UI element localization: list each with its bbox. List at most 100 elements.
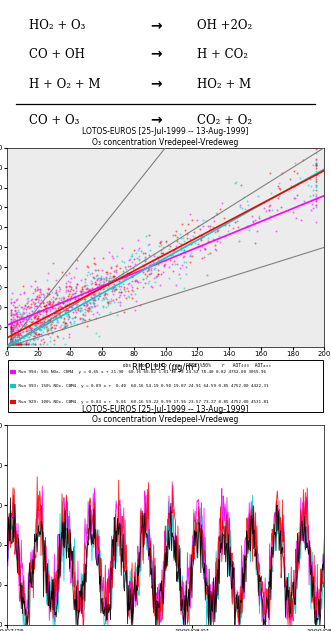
Point — [48, 309, 54, 319]
Point — [177, 229, 183, 239]
Point — [9, 339, 14, 349]
Point — [9, 339, 14, 349]
Point — [89, 278, 95, 288]
Point — [100, 276, 105, 286]
Point — [116, 292, 121, 302]
Text: →: → — [150, 77, 162, 91]
Point — [9, 336, 14, 346]
Point — [107, 247, 112, 257]
Point — [9, 339, 14, 349]
Point — [32, 339, 38, 349]
Point — [38, 318, 43, 328]
Point — [93, 312, 99, 322]
Point — [275, 193, 280, 203]
Point — [57, 312, 62, 322]
Point — [89, 302, 95, 312]
Point — [120, 266, 125, 276]
Point — [98, 274, 103, 284]
Point — [61, 296, 67, 306]
Point — [181, 257, 187, 267]
Point — [14, 339, 20, 349]
Point — [113, 284, 118, 294]
Point — [26, 321, 32, 331]
Point — [9, 319, 14, 329]
Point — [149, 256, 154, 266]
Point — [299, 215, 304, 225]
Point — [100, 284, 106, 294]
Point — [314, 200, 319, 210]
Point — [34, 307, 40, 317]
Point — [9, 322, 14, 332]
Point — [17, 326, 23, 336]
Point — [309, 181, 314, 191]
Point — [49, 302, 54, 312]
Point — [151, 249, 157, 259]
Point — [160, 247, 165, 257]
Point — [14, 294, 20, 304]
Point — [87, 289, 92, 299]
Point — [44, 297, 50, 307]
Point — [9, 339, 14, 349]
Point — [55, 307, 60, 317]
Point — [65, 300, 70, 310]
Point — [13, 339, 19, 349]
Point — [84, 290, 89, 300]
Point — [134, 254, 140, 264]
Point — [10, 324, 16, 334]
Point — [189, 215, 195, 225]
Point — [275, 205, 280, 215]
Point — [61, 322, 66, 332]
Point — [33, 321, 38, 331]
Point — [18, 325, 23, 335]
Point — [176, 269, 181, 280]
Point — [179, 243, 184, 253]
Point — [53, 298, 59, 309]
Point — [208, 223, 213, 233]
Point — [232, 218, 237, 228]
Point — [35, 297, 40, 307]
Point — [16, 339, 21, 349]
Point — [86, 286, 91, 296]
Point — [32, 276, 37, 286]
Point — [32, 298, 37, 309]
Point — [21, 307, 26, 317]
Point — [211, 215, 216, 225]
Point — [9, 339, 14, 349]
Point — [15, 326, 21, 336]
Point — [75, 305, 81, 315]
Point — [50, 302, 56, 312]
Point — [60, 298, 65, 308]
Point — [44, 326, 50, 336]
Point — [15, 329, 20, 339]
Point — [28, 339, 33, 349]
Point — [47, 315, 52, 325]
Point — [314, 154, 319, 164]
Point — [47, 316, 52, 326]
Point — [99, 295, 105, 305]
Point — [85, 270, 90, 280]
Point — [251, 216, 256, 226]
Point — [261, 203, 266, 213]
Point — [49, 328, 54, 338]
Point — [34, 281, 40, 292]
Point — [14, 315, 20, 325]
Point — [122, 283, 127, 293]
Point — [9, 339, 14, 349]
Point — [199, 241, 204, 251]
Point — [141, 274, 146, 284]
Point — [111, 279, 116, 289]
Point — [77, 305, 82, 316]
Point — [119, 269, 124, 280]
Point — [40, 321, 45, 331]
Point — [90, 309, 95, 319]
Point — [148, 268, 154, 278]
Point — [254, 227, 260, 237]
Point — [24, 307, 29, 317]
Point — [160, 242, 165, 252]
Point — [64, 285, 69, 295]
Point — [11, 300, 16, 310]
Point — [130, 262, 136, 273]
Point — [124, 283, 129, 293]
Point — [34, 317, 39, 327]
Point — [76, 294, 81, 304]
